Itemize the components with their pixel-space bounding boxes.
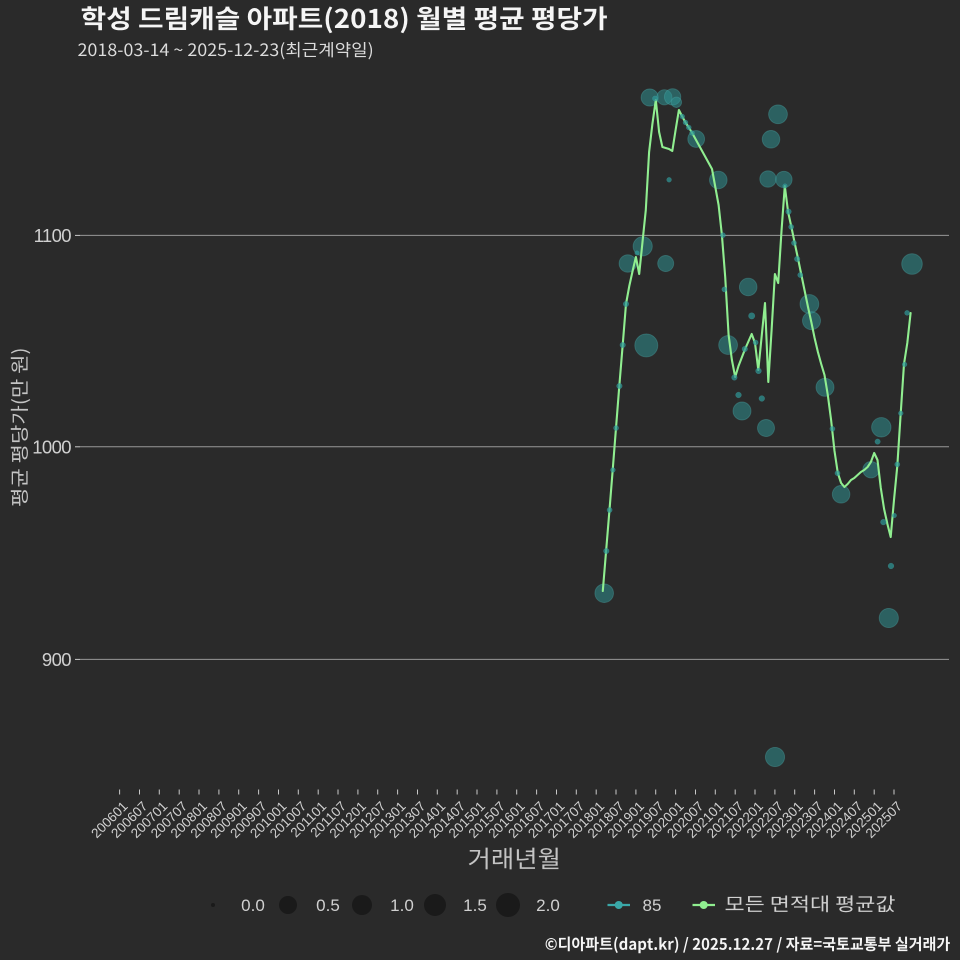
svg-text:2.0: 2.0: [536, 896, 560, 915]
svg-text:0.5: 0.5: [316, 896, 340, 915]
svg-text:900: 900: [42, 649, 71, 670]
svg-text:85: 85: [643, 896, 662, 915]
svg-text:1100: 1100: [34, 225, 72, 246]
svg-text:1.5: 1.5: [463, 896, 487, 915]
svg-text:1.0: 1.0: [390, 896, 414, 915]
svg-text:0.0: 0.0: [241, 896, 265, 915]
svg-text:1000: 1000: [32, 436, 71, 457]
